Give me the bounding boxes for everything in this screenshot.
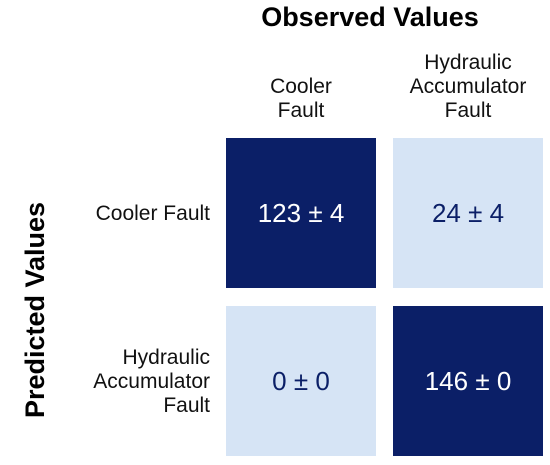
matrix-cell-label: 146 ± 0 [425,366,512,396]
matrix-cell-label: 123 ± 4 [258,198,345,228]
matrix-cell-label: 24 ± 4 [432,198,504,228]
row-label: Cooler Fault [96,202,211,225]
matrix-cell [226,138,376,288]
column-label: Hydraulic Accumulator Fault [410,51,527,122]
matrix-cell [393,138,543,288]
matrix-cells: 123 ± 4 24 ± 4 0 ± 0 146 ± 0 [226,138,543,456]
matrix-cell-label: 0 ± 0 [272,366,330,396]
matrix-cell [393,306,543,456]
column-label: Cooler Fault [270,75,332,122]
row-label: Hydraulic Accumulator Fault [93,346,210,417]
column-labels: Cooler Fault Hydraulic Accumulator Fault [270,51,526,122]
x-axis-title: Observed Values [261,2,479,32]
matrix-cell [226,306,376,456]
y-axis-title: Predicted Values [20,202,50,418]
row-labels: Cooler Fault Hydraulic Accumulator Fault [93,202,210,417]
